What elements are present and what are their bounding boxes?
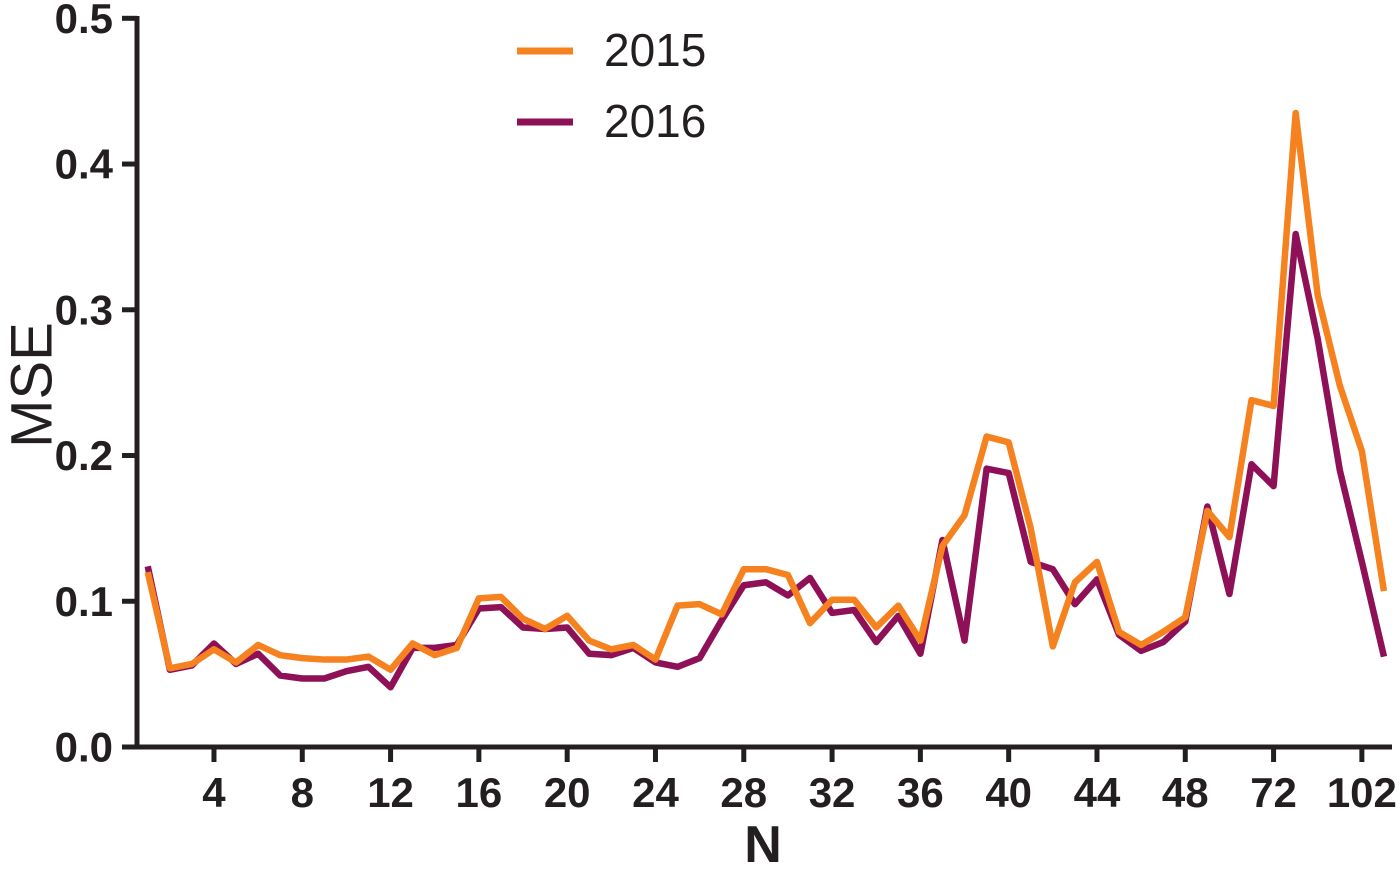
x-tick-label: 4 bbox=[202, 769, 226, 816]
legend-label-2016: 2016 bbox=[604, 95, 706, 147]
x-tick-label: 48 bbox=[1162, 769, 1209, 816]
series-line-2015 bbox=[144, 109, 1388, 674]
x-tick-label: 8 bbox=[291, 769, 314, 816]
x-axis-title: N bbox=[744, 816, 782, 874]
axis-ticks: 0.00.10.20.30.40.54 8 12 16 20 24 28 32 36 40 44 48… bbox=[55, 0, 1397, 816]
y-tick-label: 0.3 bbox=[55, 286, 113, 333]
x-tick-label: 28 bbox=[720, 769, 767, 816]
y-tick-label: 0.1 bbox=[55, 578, 113, 625]
x-tick-label: 40 bbox=[985, 769, 1032, 816]
y-axis-title: MSE bbox=[0, 322, 65, 448]
x-tick-label: 44 bbox=[1074, 769, 1121, 816]
y-tick-label: 0.0 bbox=[55, 724, 113, 771]
x-tick-label: 12 bbox=[367, 769, 414, 816]
y-tick-label: 0.4 bbox=[55, 141, 114, 188]
x-tick-label: 32 bbox=[809, 769, 856, 816]
x-tick-label: 72 bbox=[1250, 769, 1297, 816]
x-tick-label: 36 bbox=[897, 769, 944, 816]
y-tick-label: 0.5 bbox=[55, 0, 113, 42]
series-line-2016 bbox=[144, 230, 1388, 691]
x-tick-label: 16 bbox=[456, 769, 503, 816]
x-tick-label: 20 bbox=[544, 769, 591, 816]
x-tick-label: 102 bbox=[1327, 769, 1397, 816]
legend-label-2015: 2015 bbox=[604, 24, 706, 76]
series-group bbox=[144, 109, 1388, 691]
y-tick-label: 0.2 bbox=[55, 432, 113, 479]
x-tick-label: 24 bbox=[632, 769, 679, 816]
legend: 2015 2016 bbox=[517, 24, 706, 147]
